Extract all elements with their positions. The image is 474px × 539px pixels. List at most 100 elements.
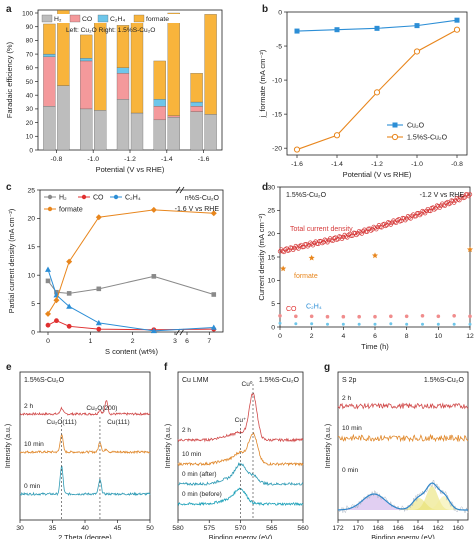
co-point [404,314,409,319]
co-point [389,314,393,319]
legend-swatch [41,14,53,23]
y-tick-label: 0 [29,147,33,154]
panel-title: S 2p [342,377,357,384]
y-tick-label: 30 [26,106,34,113]
bar-segment [57,10,70,86]
total-current-point [363,229,368,234]
y-tick-label: 40 [26,93,34,100]
x-tick-label: 166 [392,525,404,532]
y-tick-label: 100 [22,10,33,17]
c2h4-point [468,322,472,326]
x-tick-label: 10 [435,333,443,340]
legend-marker [391,133,399,141]
panel-letter-b: b [262,4,268,15]
x-tick-label: 4 [341,333,345,340]
peak-label: Cu⁰ [242,380,253,388]
panel-title: Cu LMM [182,377,209,384]
bar-segment [204,14,217,115]
c2h4-point [452,322,456,326]
x-tick-label: 50 [146,525,154,532]
y-tick-label: 80 [26,38,34,45]
data-point [96,326,102,332]
co-point [373,314,377,319]
bar-segment [57,85,70,151]
bar-segment [80,34,93,59]
fit-component [338,486,468,510]
c2h4-point [436,322,440,326]
bar-segment [43,56,56,107]
x-tick-label: -0.8 [451,161,463,168]
panel-note: n%S-Cu₂O [185,195,220,202]
y-axis-label: Intensity (a.u.) [165,424,172,468]
legend-marker [47,194,53,200]
x-axis-label: 2 Theta (degree) [58,533,111,539]
data-point [151,274,157,279]
total-current-point [296,246,301,251]
y-tick-label: 20 [27,216,35,223]
y-tick-label: 10 [26,134,34,141]
total-current-point [422,211,428,216]
c2h4-point [389,322,393,326]
bar-segment [116,73,130,100]
x-tick-label: 30 [16,525,24,532]
x-tick-label: 3 [173,338,177,345]
c2h4-point [341,322,345,326]
x-tick-label: 1 [88,338,92,345]
c2h4-point [326,322,329,326]
x-tick-label: -1.0 [87,156,99,163]
formate-star [371,252,379,259]
y-tick-label: 10 [267,278,275,285]
data-point [45,322,51,328]
legend-marker [113,194,119,200]
panel-note: -1.6 V vs RHE [175,206,220,213]
trace-label: 2 h [182,427,191,434]
axis-break-mark [175,328,181,336]
x-tick-label: 0 [278,333,282,340]
y-tick-label: 5 [31,301,35,308]
xrd-trace [19,465,151,497]
x-tick-label: 7 [207,338,211,345]
trace-label: 0 min (before) [182,491,222,498]
x-tick-label: -1.4 [161,156,173,163]
x-axis-label: Binding energy (eV) [209,533,273,539]
bar-segment [80,60,93,110]
trace-label: 2 h [24,403,33,410]
data-point [150,206,157,213]
panel-title: 1.5%S-Cu₂O [424,377,465,384]
y-tick-label: -20 [272,145,282,152]
x-tick-label: 45 [114,525,122,532]
total-current-point [341,234,346,240]
total-current-point [306,242,312,248]
total-current-point [458,195,463,200]
data-point [45,266,51,272]
panel-letter-g: g [324,362,330,373]
bar-segment [43,23,56,55]
legend-marker [47,206,53,212]
y-tick-label: 0 [271,324,275,331]
panel-title: 1.5%S-Cu₂O [24,377,65,384]
trace-label: 0 min [24,483,40,490]
c2h4-point [357,322,361,326]
co-point [468,314,472,319]
legend-label: C₂H₄ [125,195,141,202]
legend-label: CO [82,16,92,23]
panel-letter-e: e [6,362,12,373]
co-point [357,314,361,319]
x-tick-label: 170 [352,525,364,532]
total-current-point [454,196,459,201]
series-label: CO [286,306,297,313]
x-tick-label: 12 [466,333,474,340]
bar-segment [116,67,130,74]
data-point [53,297,60,304]
bar-segment [116,25,130,68]
x-tick-label: -1.4 [331,161,343,168]
y-tick-label: 15 [27,244,35,251]
c2h4-point [405,322,409,326]
trace-label: 0 min (after) [182,471,216,478]
data-point [333,132,341,139]
panel-letter-a: a [6,4,12,15]
data-point [45,310,51,317]
legend-swatch [133,14,145,23]
xps-trace [337,402,469,410]
axis-break-mark [179,186,185,194]
